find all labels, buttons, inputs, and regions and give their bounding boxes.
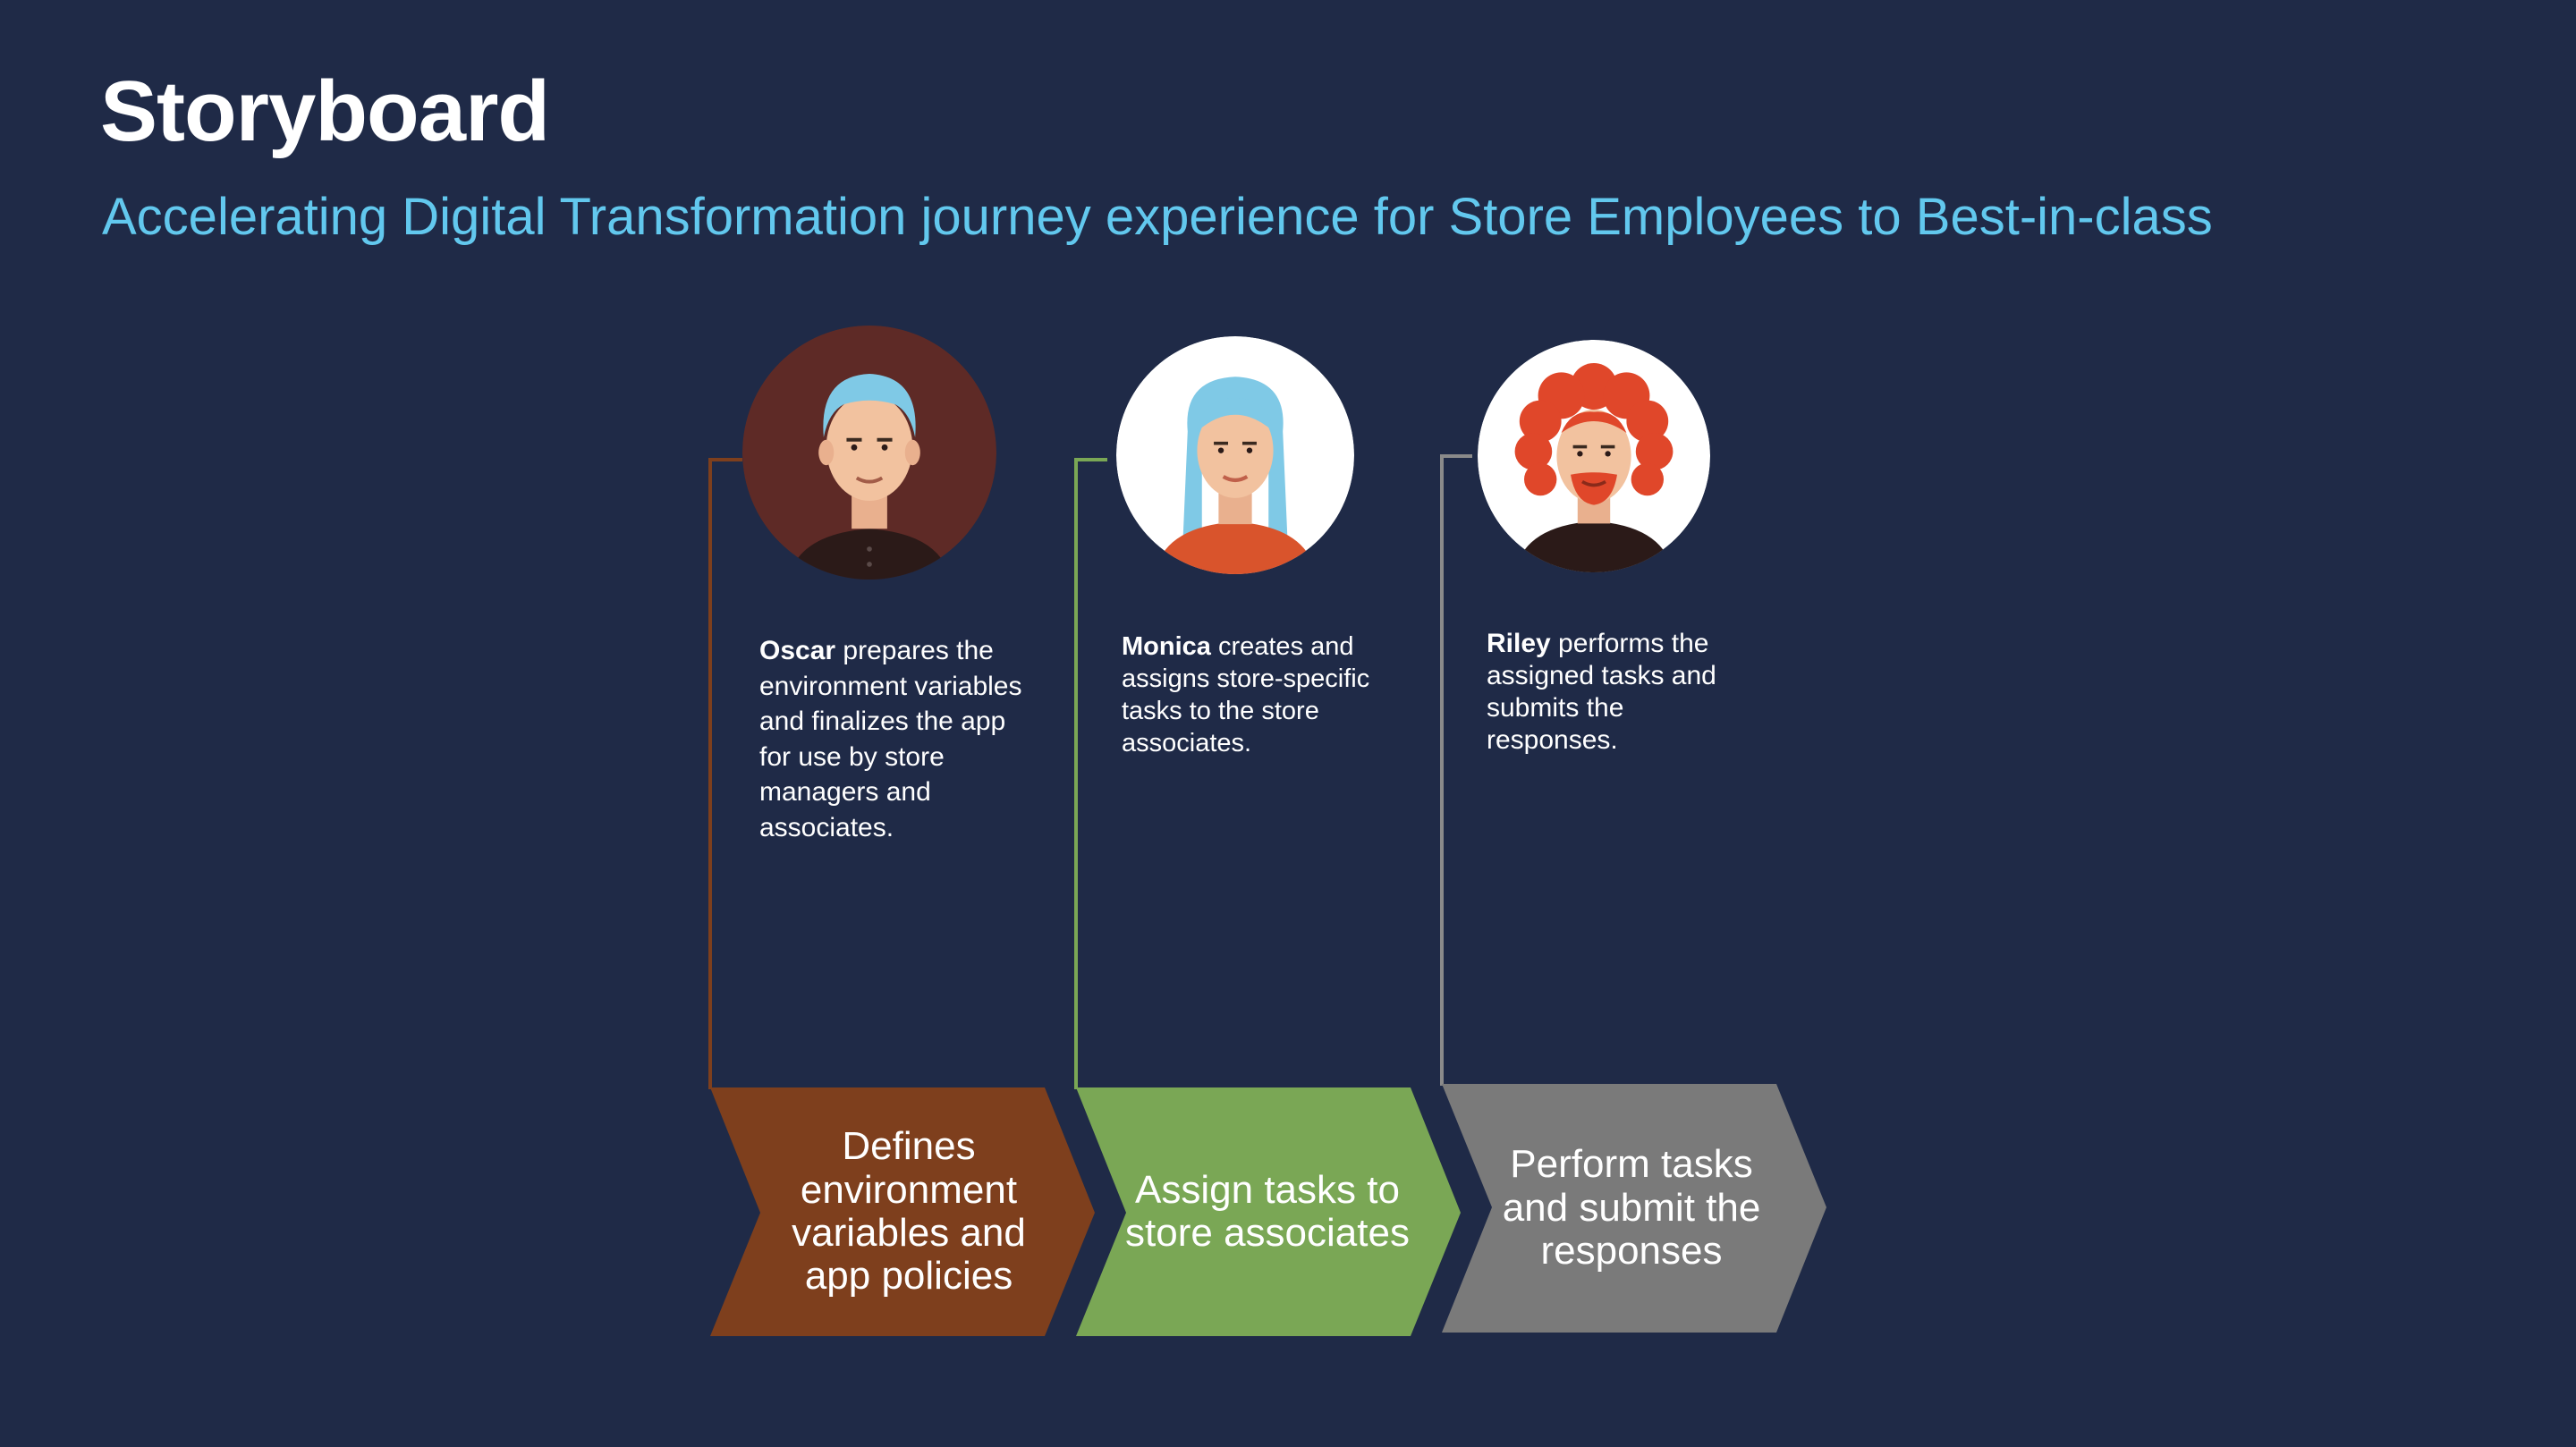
persona-name-riley: Riley — [1487, 629, 1551, 658]
persona-name-monica: Monica — [1122, 632, 1211, 661]
stage-label-1: Defines environment variables and app po… — [792, 1124, 1026, 1299]
person-icon — [1478, 340, 1710, 572]
stage-label-3: Perform tasks and submit the responses — [1502, 1142, 1761, 1274]
description-monica: Monica creates and assigns store-specifi… — [1122, 631, 1390, 760]
avatar-monica — [1116, 336, 1354, 574]
connector-line-monica — [1074, 458, 1107, 1089]
avatar-oscar — [742, 326, 996, 580]
stage-label-2: Assign tasks to store associates — [1125, 1167, 1410, 1255]
description-text: creates and assigns store-specific tasks… — [1122, 632, 1370, 757]
connector-line-oscar — [708, 458, 742, 1089]
connector-line-riley — [1440, 454, 1472, 1086]
description-text: prepares the environment variables and f… — [759, 636, 1022, 842]
description-oscar: Oscar prepares the environment variables… — [759, 633, 1028, 846]
persona-name-oscar: Oscar — [759, 636, 836, 665]
person-icon — [1116, 336, 1354, 574]
avatar-riley — [1478, 340, 1710, 572]
description-text: performs the assigned tasks and submits … — [1487, 629, 1716, 755]
page-title: Storyboard — [100, 63, 550, 159]
page-subtitle: Accelerating Digital Transformation jour… — [102, 188, 2213, 246]
description-riley: Riley performs the assigned tasks and su… — [1487, 628, 1746, 757]
person-icon — [742, 326, 996, 580]
